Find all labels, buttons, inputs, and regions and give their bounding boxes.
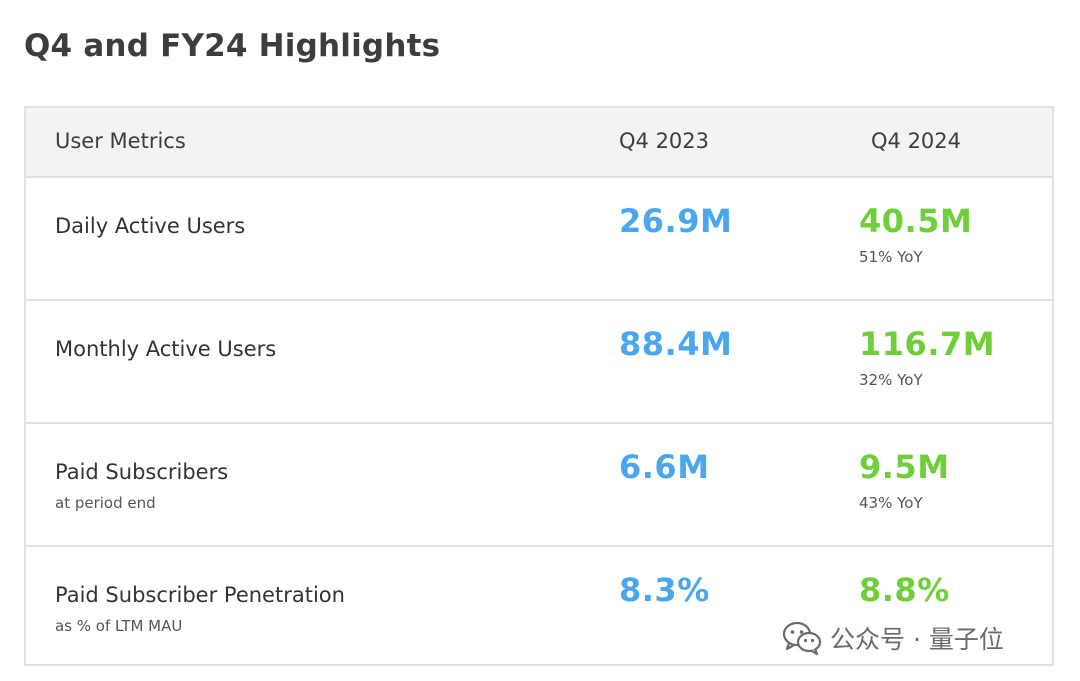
metric-name: Paid Subscribers bbox=[55, 460, 229, 484]
metric-subtitle: at period end bbox=[55, 494, 156, 512]
table-header-row: User Metrics Q4 2023 Q4 2024 bbox=[26, 108, 1052, 178]
metric-name: Monthly Active Users bbox=[55, 337, 277, 361]
value-q4-2023: 8.3% bbox=[619, 571, 710, 609]
page-title: Q4 and FY24 Highlights bbox=[24, 28, 441, 64]
watermark-text: 公众号 · 量子位 bbox=[830, 625, 1004, 654]
table-row-monthly-active-users: Monthly Active Users 88.4M 116.7M 32% Yo… bbox=[26, 301, 1052, 424]
metric-name: Daily Active Users bbox=[55, 214, 246, 238]
value-q4-2023: 6.6M bbox=[619, 448, 710, 486]
table-row-daily-active-users: Daily Active Users 26.9M 40.5M 51% YoY bbox=[26, 178, 1052, 301]
metric-name: Paid Subscriber Penetration bbox=[55, 583, 345, 607]
yoy-change: 43% YoY bbox=[859, 494, 923, 512]
yoy-change: 51% YoY bbox=[859, 248, 923, 266]
value-q4-2023: 26.9M bbox=[619, 202, 733, 240]
value-q4-2024: 9.5M bbox=[859, 448, 950, 486]
watermark: 公众号 · 量子位 bbox=[782, 620, 1004, 656]
value-q4-2024: 40.5M bbox=[859, 202, 973, 240]
yoy-change: 32% YoY bbox=[859, 371, 923, 389]
wechat-icon bbox=[782, 621, 822, 655]
user-metrics-table: User Metrics Q4 2023 Q4 2024 Daily Activ… bbox=[24, 106, 1054, 666]
header-q4-2024: Q4 2024 bbox=[871, 129, 962, 153]
header-user-metrics: User Metrics bbox=[55, 129, 186, 153]
value-q4-2024: 8.8% bbox=[859, 571, 950, 609]
metric-subtitle: as % of LTM MAU bbox=[55, 617, 183, 635]
value-q4-2024: 116.7M bbox=[859, 325, 996, 363]
table-row-paid-subscriber-penetration: Paid Subscriber Penetration as % of LTM … bbox=[26, 547, 1052, 670]
header-q4-2023: Q4 2023 bbox=[619, 129, 710, 153]
table-row-paid-subscribers: Paid Subscribers at period end 6.6M 9.5M… bbox=[26, 424, 1052, 547]
value-q4-2023: 88.4M bbox=[619, 325, 733, 363]
